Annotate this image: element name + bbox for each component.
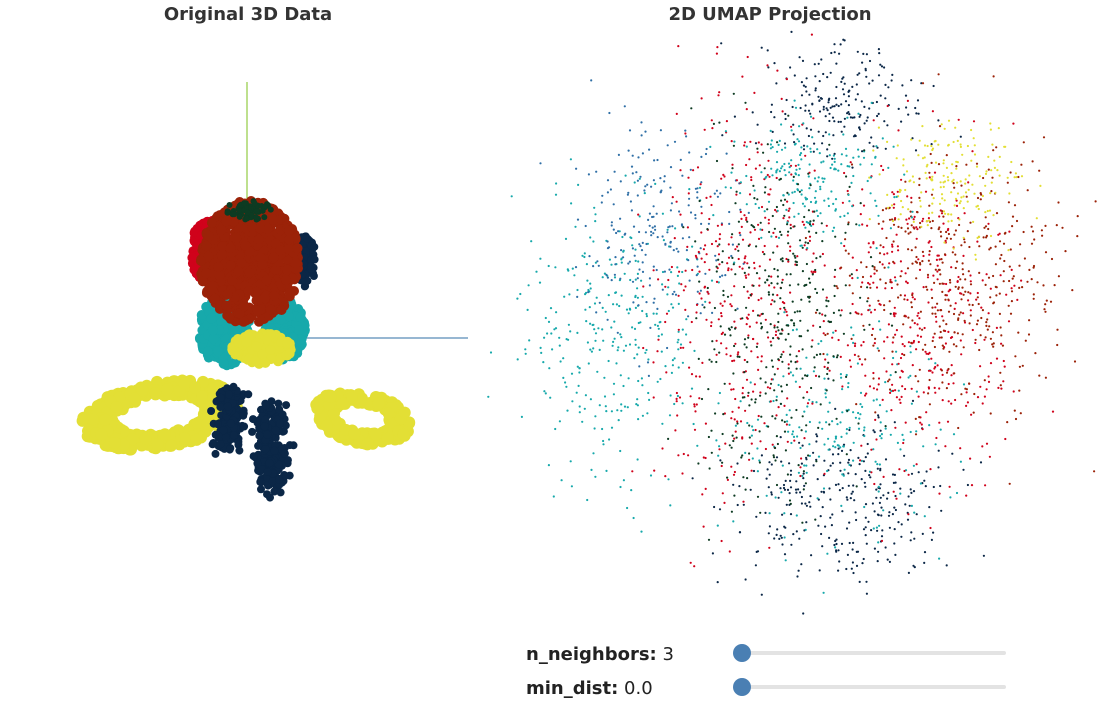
umap-navy-bottom bbox=[692, 378, 986, 615]
original-3d-scatter[interactable] bbox=[0, 30, 480, 630]
n-neighbors-slider-track[interactable] bbox=[742, 651, 1006, 655]
3d-yellow-right-ring bbox=[310, 388, 415, 451]
n-neighbors-label: n_neighbors: bbox=[526, 644, 657, 665]
min-dist-label-group: min_dist: 0.0 bbox=[526, 678, 653, 699]
min-dist-slider[interactable] bbox=[742, 674, 1006, 700]
umap-yellow-top-right bbox=[868, 120, 1041, 261]
umap-teal-top bbox=[699, 100, 914, 280]
umap-red-left bbox=[631, 30, 895, 567]
umap-red-right bbox=[775, 100, 1054, 542]
n-neighbors-label-group: n_neighbors: 3 bbox=[526, 644, 674, 665]
min-dist-label: min_dist: bbox=[526, 678, 618, 699]
umap-brown-right bbox=[805, 73, 1100, 485]
umap-blue-left bbox=[539, 79, 750, 377]
umap-navy-top bbox=[720, 31, 962, 169]
umap-green-center bbox=[667, 93, 897, 541]
min-dist-slider-thumb[interactable] bbox=[733, 678, 751, 696]
n-neighbors-slider[interactable] bbox=[742, 640, 1006, 666]
min-dist-slider-track[interactable] bbox=[742, 685, 1006, 689]
3d-navy-leg-right bbox=[248, 397, 297, 501]
umap-projection-title: 2D UMAP Projection bbox=[530, 4, 1010, 25]
min-dist-value: 0.0 bbox=[624, 678, 653, 699]
n-neighbors-control: n_neighbors: 3 bbox=[526, 640, 1086, 670]
n-neighbors-slider-thumb[interactable] bbox=[733, 644, 751, 662]
n-neighbors-value: 3 bbox=[662, 644, 673, 665]
umap-teal-bottom bbox=[682, 245, 966, 594]
original-3d-title: Original 3D Data bbox=[8, 4, 488, 25]
umap-2d-scatter[interactable] bbox=[480, 30, 1100, 630]
umap-teal-left bbox=[480, 158, 721, 533]
